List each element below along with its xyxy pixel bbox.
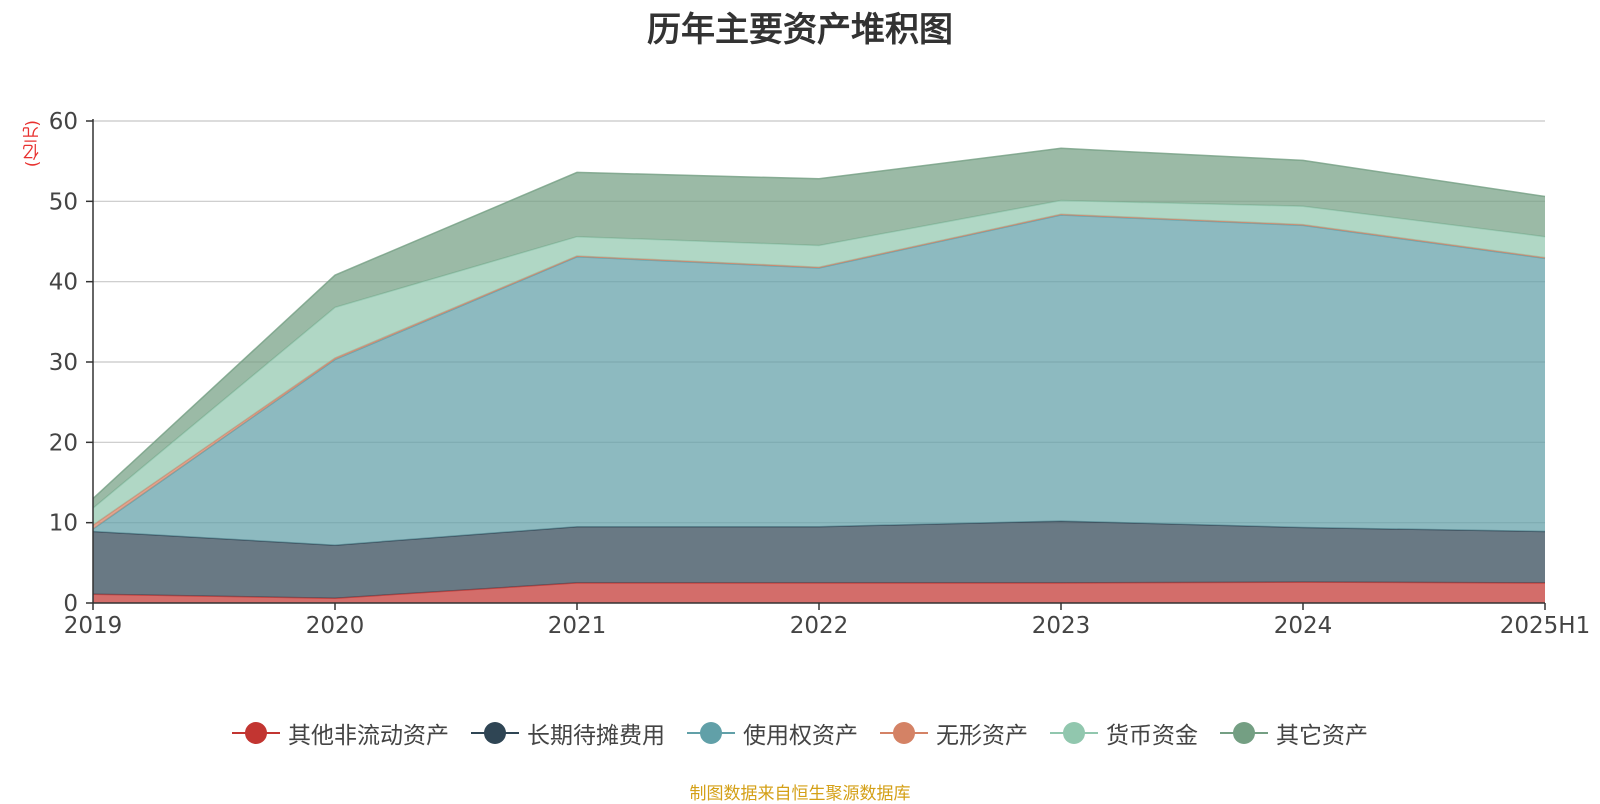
legend-marker-icon [232,722,280,744]
legend-marker-icon [880,722,928,744]
y-tick-label: 10 [49,511,78,537]
legend-item[interactable]: 使用权资产 [687,716,858,750]
area-edge-5 [92,147,1546,500]
x-tick-label: 2025H1 [1500,613,1590,639]
legend-label: 无形资产 [936,723,1028,749]
source-note: 制图数据来自恒生聚源数据库 [689,784,911,804]
legend-item[interactable]: 长期待摊费用 [471,716,665,750]
stacked-area-chart: 0 10 20 30 40 50 60 2019 2020 2021 2022 2023 2024 202… [49,109,1591,639]
legend-label: 其它资产 [1276,723,1368,749]
legend-item[interactable]: 货币资金 [1050,716,1198,750]
y-tick-label: 30 [49,350,78,376]
legend-label: 货币资金 [1106,723,1198,749]
y-tick-label: 0 [63,591,78,617]
legend-label: 其他非流动资产 [288,723,449,749]
area-series-2 [93,215,1545,546]
legend-marker-icon [1050,722,1098,744]
area-series-4 [93,200,1545,526]
legend-marker-icon [471,722,519,744]
x-tick-label: 2023 [1032,613,1091,639]
area-series-5 [93,148,1545,509]
legend-item[interactable]: 其他非流动资产 [232,716,449,750]
legend-marker-icon [1220,722,1268,744]
y-tick-label: 20 [49,430,78,456]
legend-item[interactable]: 无形资产 [880,716,1028,750]
y-tick-label: 40 [49,270,78,296]
chart-title: 历年主要资产堆积图 [647,10,953,50]
x-tick-label: 2022 [790,613,849,639]
x-tick-label: 2019 [64,613,123,639]
area-series-1 [93,521,1545,599]
legend: 其他非流动资产 长期待摊费用 使用权资产 无形资产 货币资金 其它资产 [0,716,1600,750]
area-series [92,147,1546,603]
area-series-0 [93,582,1545,603]
legend-marker-icon [687,722,735,744]
x-tick-label: 2021 [548,613,607,639]
x-tick-label: 2024 [1274,613,1333,639]
x-tick-label: 2020 [306,613,365,639]
y-tick-label: 60 [49,109,78,135]
axes [86,119,1546,610]
legend-label: 使用权资产 [743,723,858,749]
legend-item[interactable]: 其它资产 [1220,716,1368,750]
legend-label: 长期待摊费用 [527,723,665,749]
y-tick-label: 50 [49,189,78,215]
tick-labels: 0 10 20 30 40 50 60 2019 2020 2021 2022 2023 2024 202… [49,109,1591,639]
